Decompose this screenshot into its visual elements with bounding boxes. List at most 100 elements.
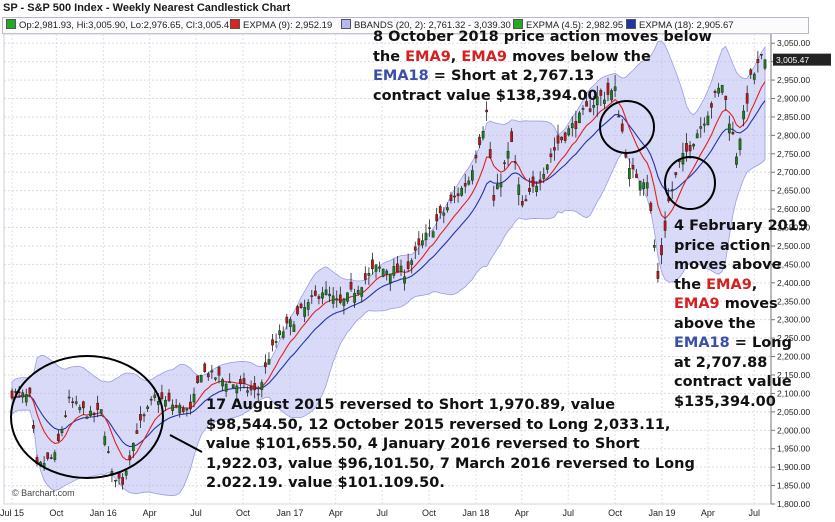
y-tick-label: 2,550.00: [777, 223, 810, 233]
candle-body: [702, 123, 706, 126]
candle-body: [371, 259, 374, 270]
candle-body: [224, 383, 228, 392]
candle-body: [167, 392, 171, 401]
x-tick-label: Apr: [515, 508, 529, 518]
y-tick-label: 3,050.00: [777, 38, 810, 48]
candle-body: [85, 416, 89, 419]
candle-body: [720, 84, 724, 93]
candle-body: [28, 387, 32, 394]
candle-body: [438, 206, 442, 214]
candle-body: [510, 131, 513, 142]
candle-body: [21, 392, 25, 398]
candle-body: [585, 101, 588, 107]
candle-body: [231, 384, 235, 388]
candle-body: [285, 316, 289, 324]
candle-body: [660, 245, 663, 256]
candle-body: [485, 109, 488, 113]
y-tick-label: 2,950.00: [777, 75, 810, 85]
candle-body: [474, 154, 478, 159]
candle-body: [442, 212, 446, 216]
candle-body: [735, 156, 738, 165]
annotation-line: above the: [674, 315, 756, 332]
candle-body: [503, 162, 506, 164]
candle-body: [413, 246, 417, 251]
candle-body: [385, 270, 389, 275]
x-tick-label: Oct: [422, 508, 437, 518]
candle-body: [189, 401, 192, 410]
x-tick-label: Jan 19: [649, 508, 676, 518]
candle-body: [124, 470, 128, 476]
candle-body: [160, 392, 164, 400]
candle-body: [424, 232, 428, 241]
annotation-line: EMA9 moves: [674, 296, 778, 312]
candle-body: [717, 87, 720, 94]
candle-body: [499, 182, 503, 188]
barchart-watermark: © Barchart.com: [12, 488, 75, 498]
candle-body: [128, 455, 132, 461]
candle-body: [10, 390, 14, 399]
candle-body: [513, 161, 517, 163]
candle-body: [563, 132, 567, 141]
candle-body: [235, 385, 239, 394]
x-tick-label: Oct: [236, 508, 251, 518]
candle-body: [506, 150, 510, 159]
candle-body: [203, 363, 207, 372]
candle-body: [467, 180, 471, 185]
candle-body: [296, 306, 299, 315]
y-tick-label: 2,500.00: [777, 241, 810, 251]
candle-body: [267, 359, 271, 365]
y-tick-label: 2,700.00: [777, 167, 810, 177]
candle-body: [560, 136, 563, 141]
y-tick-label: 2,050.00: [777, 407, 810, 417]
y-tick-label: 2,900.00: [777, 94, 810, 104]
legend-expma9-swatch: [230, 19, 240, 29]
candle-body: [471, 170, 474, 181]
annotation-oct-2018: 8 October 2018 price action moves below …: [373, 28, 712, 106]
candle-body: [756, 59, 760, 63]
legend-ohlc: Op:2,981.93, Hi:3,005.90, Lo:2,976.65, C…: [6, 19, 235, 31]
candle-body: [142, 414, 146, 417]
candle-body: [103, 436, 107, 445]
x-tick-label: Jul: [190, 508, 202, 518]
candle-body: [745, 93, 749, 104]
legend-expma18: EXPMA (18): 2,905.67: [626, 19, 734, 31]
candle-body: [760, 53, 763, 56]
candle-body: [206, 373, 210, 378]
candle-body: [192, 393, 196, 403]
y-tick-label: 2,350.00: [777, 296, 810, 306]
candle-body: [578, 112, 581, 124]
candle-body: [121, 477, 124, 485]
candle-body: [32, 425, 35, 429]
annotation-line: price action: [674, 237, 771, 254]
legend-expma18-swatch: [626, 19, 636, 29]
candle-body: [281, 331, 285, 338]
y-tick-label: 2,450.00: [777, 259, 810, 269]
candle-body: [321, 292, 324, 299]
candle-body: [392, 266, 396, 276]
candle-body: [738, 138, 742, 150]
candle-body: [613, 86, 617, 91]
candle-body: [331, 295, 335, 304]
candle-body: [135, 430, 139, 434]
candle-body: [699, 126, 703, 129]
candle-body: [278, 330, 282, 336]
annotation-line: value $101,655.50, 4 January 2016 revers…: [206, 436, 640, 452]
candle-body: [435, 214, 439, 222]
candle-body: [692, 143, 695, 147]
candle-body: [403, 276, 406, 284]
candle-body: [410, 260, 414, 265]
candle-body: [713, 90, 717, 93]
candle-body: [153, 394, 157, 398]
candle-body: [535, 185, 538, 192]
annotation-line: moves above: [674, 257, 782, 273]
candle-body: [603, 99, 606, 104]
candle-body: [346, 292, 349, 302]
candle-body: [531, 176, 535, 187]
candle-body: [570, 123, 574, 129]
candle-body: [706, 115, 710, 126]
candle-body: [271, 339, 274, 346]
y-tick-label: 2,150.00: [777, 370, 810, 380]
candle-body: [381, 268, 385, 277]
candle-body: [210, 370, 214, 373]
